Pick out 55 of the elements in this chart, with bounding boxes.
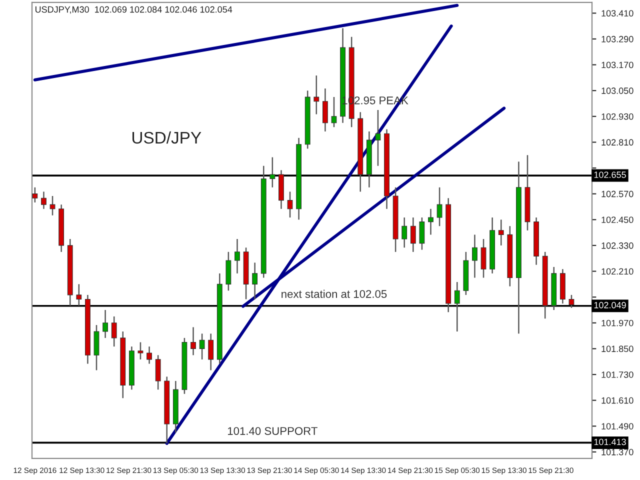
candlestick: [252, 262, 258, 300]
annotation: next station at 102.05: [282, 290, 387, 298]
y-tick-label: 102.570: [602, 190, 634, 198]
candlestick: [76, 284, 82, 306]
candlestick: [410, 216, 416, 253]
y-tick-label: 103.410: [602, 10, 634, 17]
candlestick: [102, 309, 108, 339]
ref-line-label: 102.655: [594, 172, 626, 178]
annotation: USD/JPY: [132, 131, 202, 144]
candlestick: [41, 191, 46, 210]
y-tick-label: 103.170: [602, 62, 634, 68]
ref-line-label: 102.049: [594, 302, 626, 308]
y-tick-label: 102.810: [602, 139, 634, 146]
y-tick-label: 101.850: [602, 346, 634, 352]
candlestick: [32, 186, 38, 204]
y-tick-label: 101.490: [602, 423, 634, 430]
candlestick: [314, 74, 320, 115]
candlestick: [402, 216, 408, 248]
candlestick: [270, 156, 276, 188]
candlestick: [146, 346, 152, 364]
candlestick: [50, 195, 56, 216]
candlestick: [190, 326, 196, 356]
y-tick-label: 103.050: [602, 88, 634, 94]
candlestick: [480, 238, 486, 278]
candlestick: [138, 342, 144, 360]
y-tick-label: 102.210: [602, 268, 634, 275]
y-tick-label: 102.330: [602, 242, 634, 249]
candlestick: [436, 186, 442, 227]
candlestick: [208, 333, 214, 371]
y-tick-label: 102.450: [602, 216, 634, 224]
candlestick: [226, 251, 232, 292]
candlestick: [234, 238, 240, 274]
y-tick-label: 103.290: [602, 36, 634, 42]
y-tick-label: 101.730: [602, 371, 634, 378]
candlestick: [472, 234, 478, 278]
candlestick: [375, 109, 381, 166]
candlestick: [94, 324, 100, 371]
candlestick: [111, 316, 117, 348]
candlestick: [155, 354, 161, 390]
candlestick: [331, 96, 337, 128]
y-tick-label: 101.370: [602, 448, 634, 456]
y-tick-label: 101.970: [602, 320, 634, 326]
candlestick: [199, 333, 205, 360]
y-tick-label: 102.930: [602, 113, 634, 120]
ref-line-label: 101.413: [594, 438, 626, 446]
candlestick: [287, 191, 293, 218]
annotation: 101.40 SUPPORT: [228, 427, 318, 435]
chart-title: USDJPY,M30 102.069 102.084 102.046 102.054: [35, 6, 232, 14]
candlestick: [454, 281, 460, 332]
y-tick-label: 101.610: [602, 397, 634, 404]
candlestick: [322, 88, 328, 132]
candlestick: [498, 219, 504, 246]
candlestick: [428, 208, 434, 236]
candlestick: [568, 294, 574, 308]
candlestick: [419, 216, 425, 250]
